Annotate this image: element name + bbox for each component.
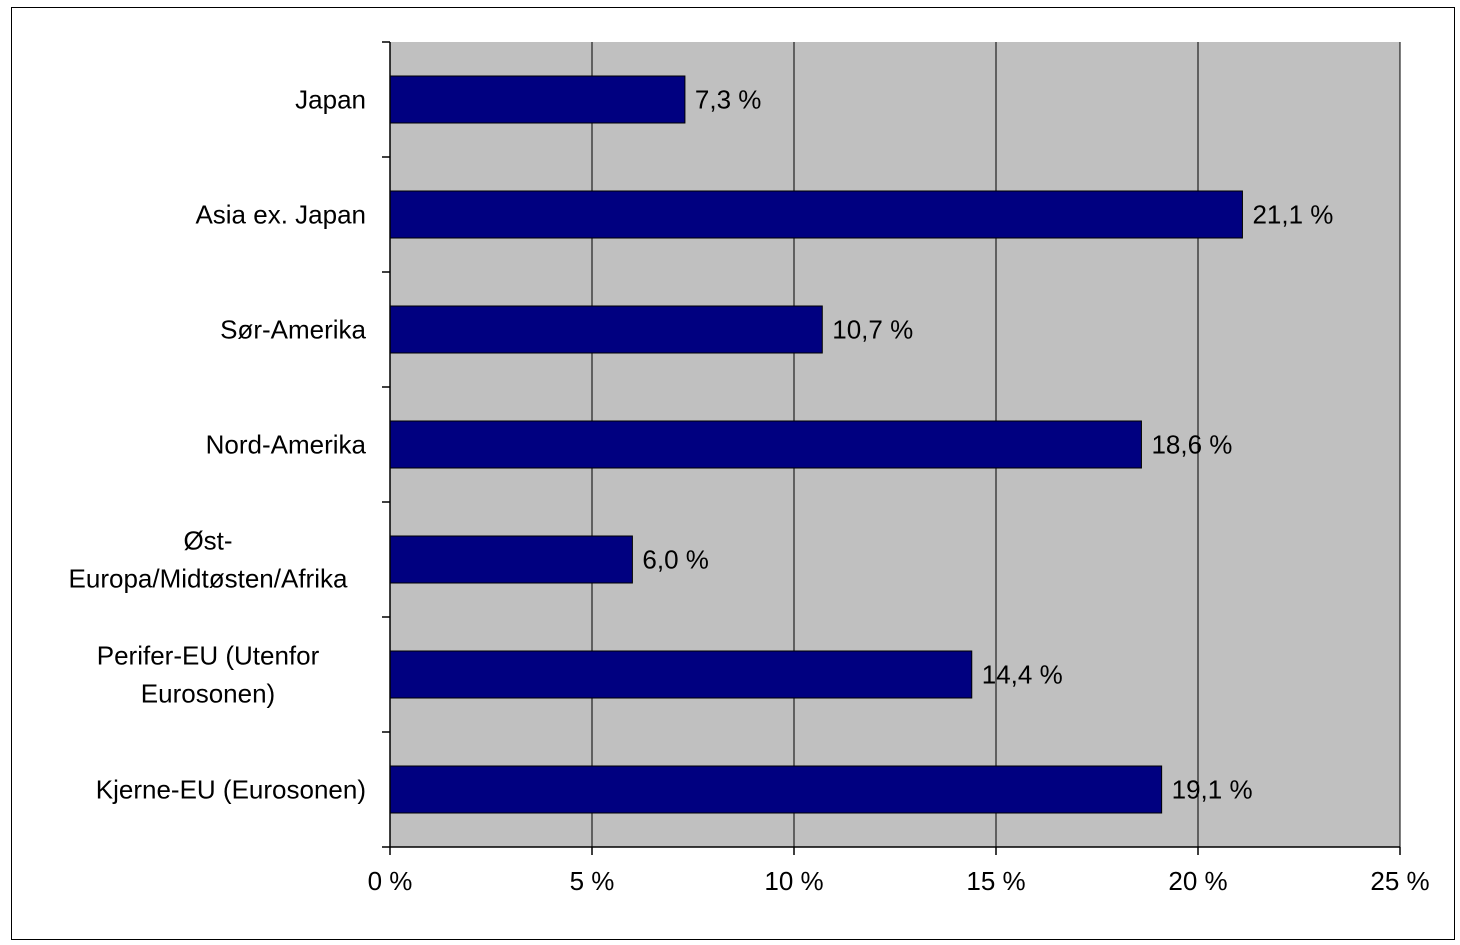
x-tick-label-4: 20 % <box>1168 866 1227 896</box>
category-label-5-1: Eurosonen) <box>141 679 275 709</box>
axes <box>382 41 1401 855</box>
category-label-6-0: Kjerne-EU (Eurosonen) <box>96 775 366 805</box>
bar-5 <box>389 650 973 699</box>
category-label-1-0: Asia ex. Japan <box>195 200 366 230</box>
x-tick-label-2: 10 % <box>764 866 823 896</box>
category-label-5-0: Perifer-EU (Utenfor <box>97 641 320 671</box>
bar-0 <box>389 75 686 124</box>
category-label-0-0: Japan <box>295 85 366 115</box>
data-label-4: 6,0 % <box>642 545 709 575</box>
data-label-3: 18,6 % <box>1151 430 1232 460</box>
bar-3 <box>389 420 1142 469</box>
bar-6 <box>389 765 1163 814</box>
data-label-0: 7,3 % <box>695 85 762 115</box>
x-tick-label-0: 0 % <box>368 866 413 896</box>
data-labels: 7,3 % 21,1 % 10,7 % 18,6 % 6,0 % 14,4 % 19,1 % <box>642 85 1333 805</box>
category-label-4-1: Europa/Midtøsten/Afrika <box>69 564 348 594</box>
x-tick-labels: 0 % 5 % 10 % 15 % 20 % 25 % <box>368 866 1430 896</box>
bars <box>389 75 1243 814</box>
category-label-4-0: Øst- <box>183 526 232 556</box>
category-label-3-0: Nord-Amerika <box>206 430 367 460</box>
bar-4 <box>389 535 633 584</box>
data-label-5: 14,4 % <box>982 660 1063 690</box>
x-tick-label-3: 15 % <box>966 866 1025 896</box>
x-tick-label-1: 5 % <box>570 866 615 896</box>
data-label-2: 10,7 % <box>832 315 913 345</box>
x-tick-label-5: 25 % <box>1370 866 1429 896</box>
bar-2 <box>389 305 823 354</box>
category-label-2-0: Sør-Amerika <box>220 315 366 345</box>
category-labels: Japan Asia ex. Japan Sør-Amerika Nord-Ameri… <box>69 85 367 805</box>
bar-1 <box>389 190 1243 239</box>
data-label-1: 21,1 % <box>1252 200 1333 230</box>
data-label-6: 19,1 % <box>1172 775 1253 805</box>
